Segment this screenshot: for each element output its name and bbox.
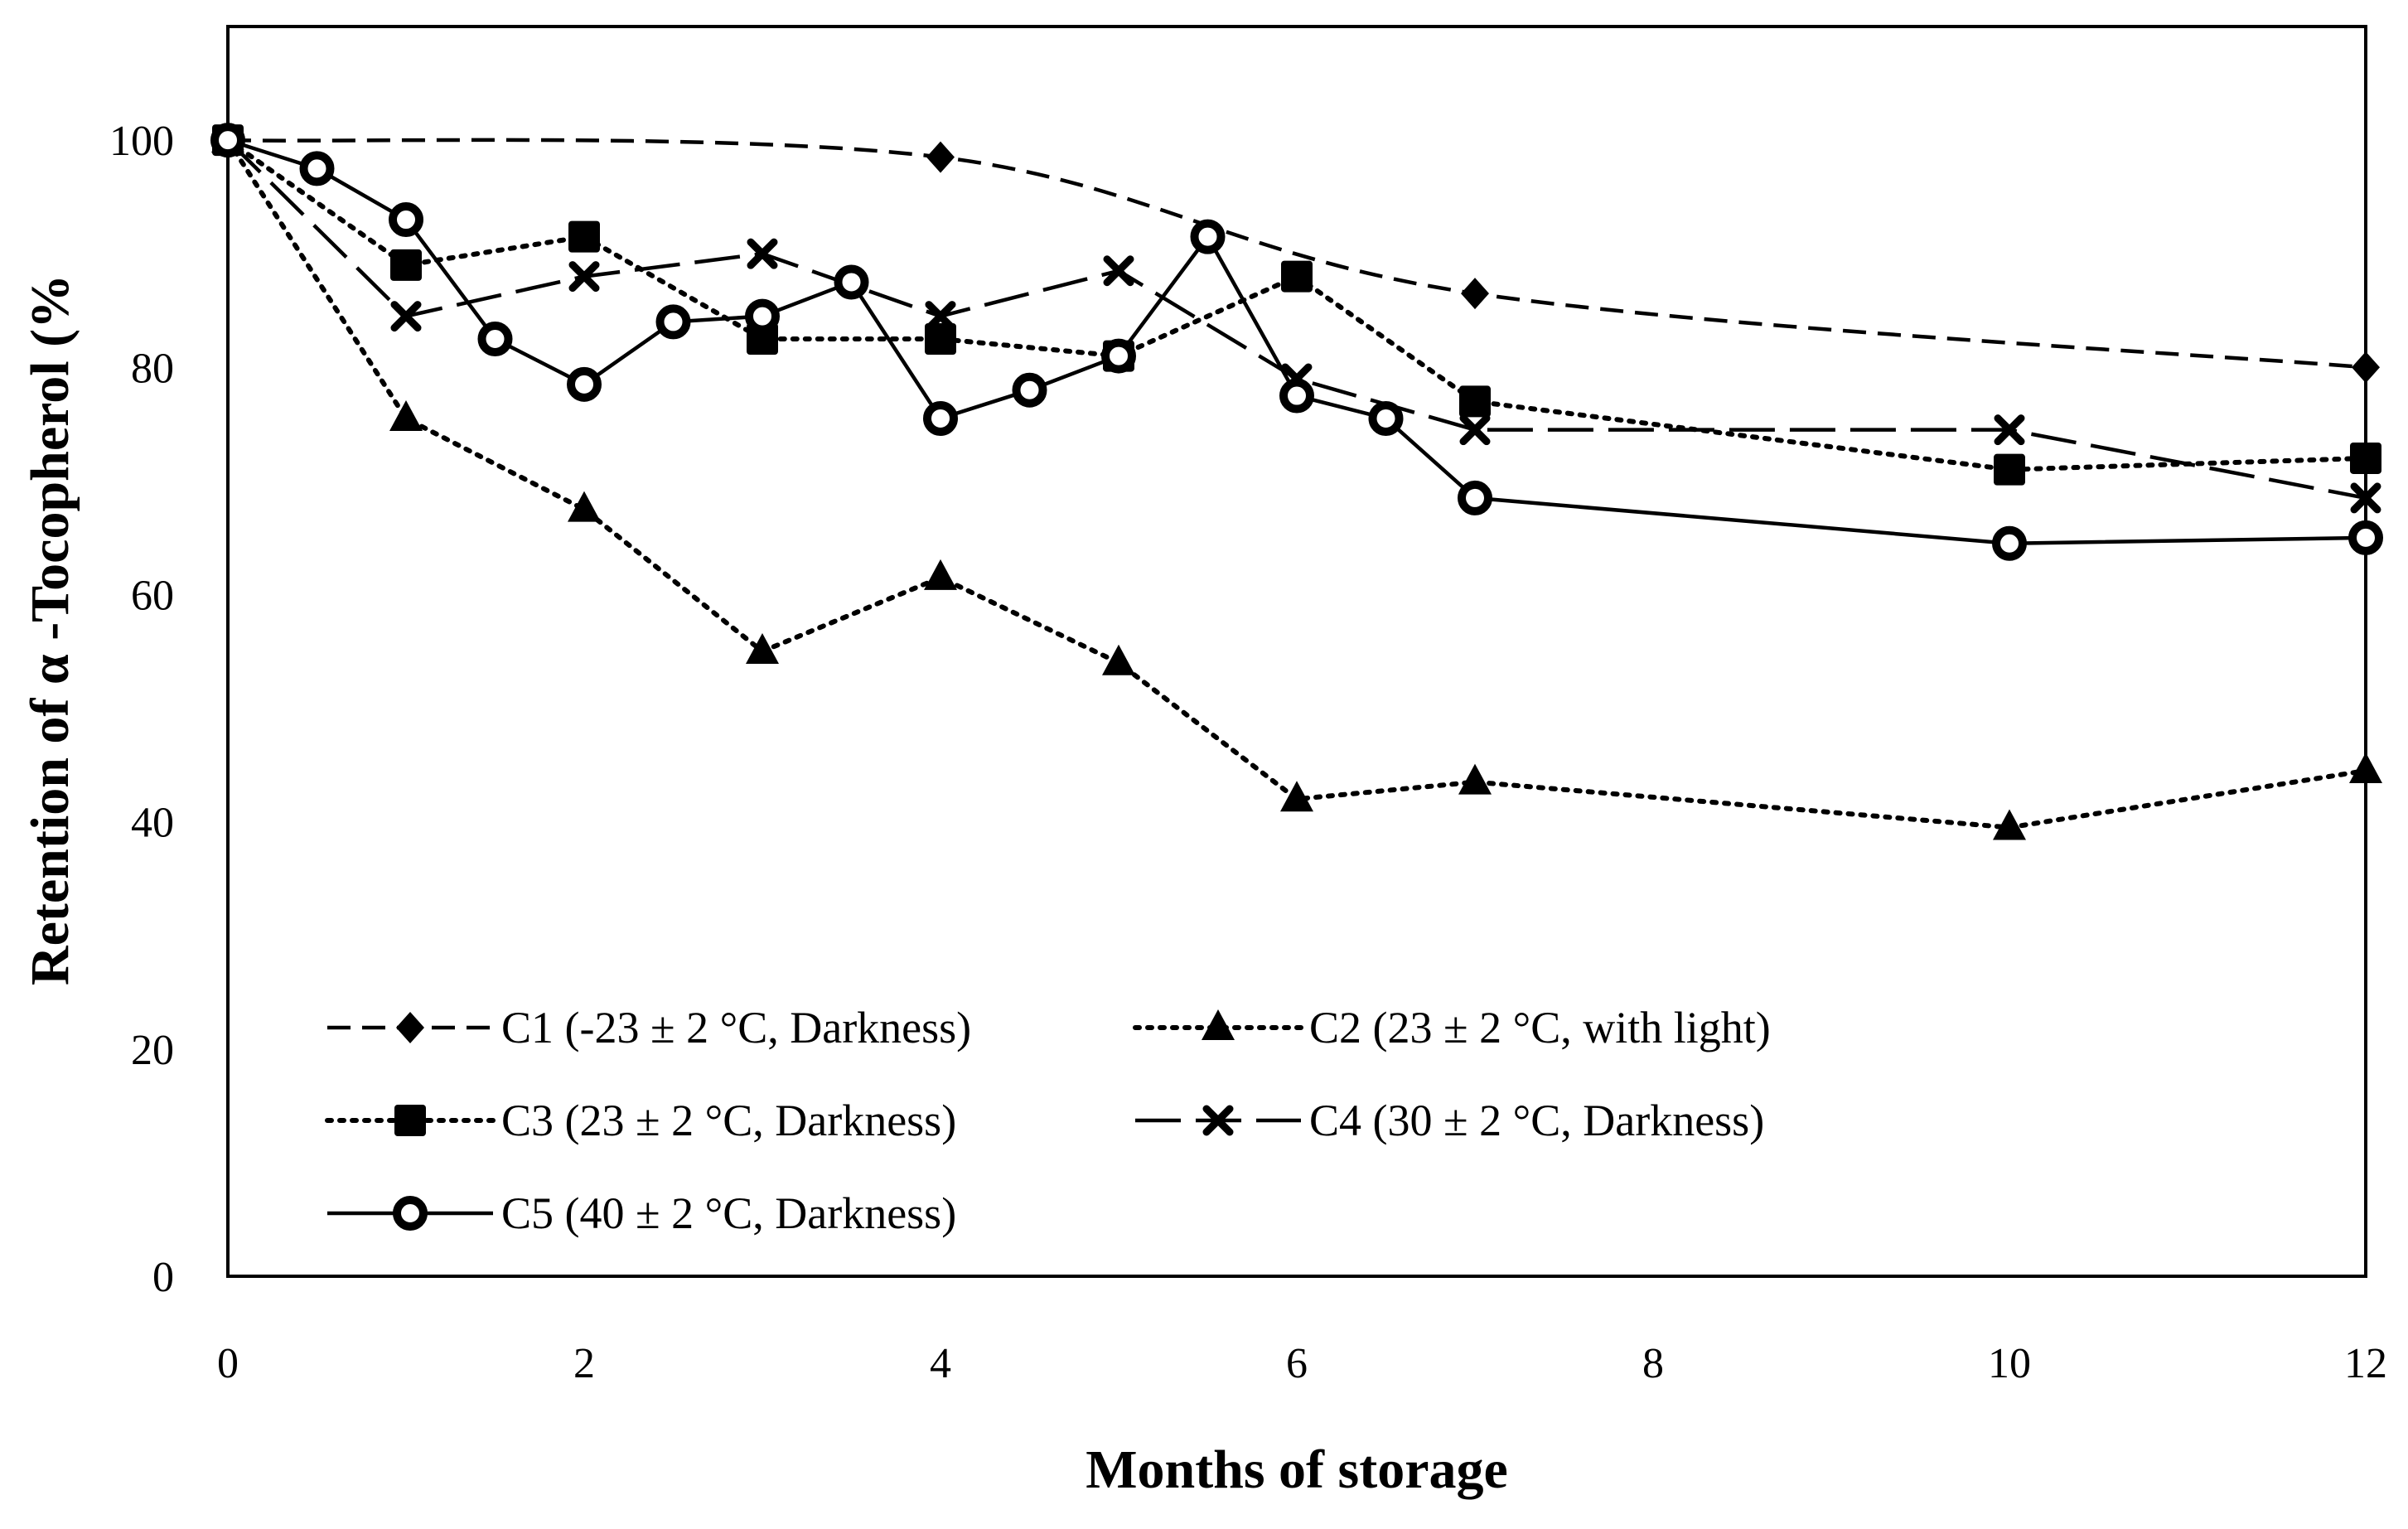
series-markers [210, 122, 2383, 840]
legend-item-1: C1 (-23 ± 2 °C, Darkness) [327, 1003, 971, 1052]
data-point-series-2 [1993, 809, 2026, 840]
y-tick-label: 60 [131, 572, 174, 619]
data-point-series-2 [746, 633, 779, 664]
legend-label: C2 (23 ± 2 °C, with light) [1309, 1003, 1771, 1052]
data-point-series-1 [926, 141, 955, 173]
data-point-series-5 [655, 304, 691, 340]
data-point-series-4 [2350, 482, 2381, 514]
data-point-series-5 [1101, 338, 1136, 374]
series-line-3 [225, 138, 2368, 472]
legend-label: C3 (23 ± 2 °C, Darkness) [501, 1096, 956, 1145]
data-point-series-3 [1459, 385, 1491, 418]
data-point-series-2 [389, 399, 423, 431]
data-point-series-1 [2352, 351, 2380, 384]
legend-item-2: C2 (23 ± 2 °C, with light) [1133, 1003, 1771, 1052]
x-axis-title: Months of storage [1086, 1439, 1508, 1500]
series-line-5 [227, 138, 2367, 546]
data-point-series-5 [567, 366, 602, 402]
x-tick-label: 10 [1988, 1340, 2031, 1387]
data-point-series-4 [925, 301, 956, 332]
data-point-series-3 [1281, 260, 1313, 293]
data-point-series-5 [1190, 219, 1226, 254]
data-point-series-2 [1280, 781, 1313, 812]
legend-marker [393, 1196, 428, 1231]
data-point-series-2 [1458, 763, 1492, 795]
x-tick-label: 6 [1286, 1340, 1308, 1387]
series-lines [225, 138, 2368, 830]
legend-label: C5 (40 ± 2 °C, Darkness) [501, 1188, 956, 1238]
legend-label: C4 (30 ± 2 °C, Darkness) [1309, 1096, 1764, 1145]
data-point-series-5 [389, 202, 423, 238]
data-point-series-5 [923, 400, 958, 436]
y-axis-ticks: 0 20 40 60 80 100 [109, 118, 174, 1301]
x-tick-label: 2 [573, 1340, 595, 1387]
data-point-series-5 [1279, 378, 1314, 414]
data-point-series-4 [568, 261, 600, 293]
data-point-series-5 [299, 151, 335, 186]
legend-label: C1 (-23 ± 2 °C, Darkness) [501, 1003, 971, 1052]
series-line-4 [226, 138, 2367, 501]
data-point-series-5 [477, 322, 513, 356]
y-tick-label: 80 [131, 345, 174, 392]
y-tick-label: 40 [131, 800, 174, 847]
y-tick-label: 20 [131, 1027, 174, 1074]
data-point-series-5 [210, 123, 245, 158]
data-point-series-4 [1994, 414, 2025, 446]
legend: C1 (-23 ± 2 °C, Darkness) C2 (23 ± 2 °C, … [325, 1003, 1771, 1238]
plot-area-frame [226, 25, 2367, 1278]
x-tick-label: 8 [1642, 1340, 1664, 1387]
legend-item-3: C3 (23 ± 2 °C, Darkness) [325, 1096, 956, 1145]
data-point-series-4 [747, 238, 778, 269]
data-point-series-2 [924, 559, 957, 590]
data-point-series-5 [745, 298, 780, 334]
series-line-2 [225, 138, 2368, 830]
data-point-series-5 [1368, 400, 1404, 436]
data-point-series-2 [568, 491, 601, 522]
data-point-series-3 [2350, 442, 2381, 474]
legend-item-4: C4 (30 ± 2 °C, Darkness) [1135, 1096, 1764, 1145]
data-point-series-2 [1102, 644, 1135, 675]
data-point-series-5 [834, 264, 869, 300]
data-point-series-2 [2349, 752, 2382, 783]
legend-marker [1202, 1105, 1234, 1136]
data-point-series-4 [1103, 255, 1134, 287]
x-tick-label: 4 [930, 1340, 951, 1387]
legend-marker [394, 1105, 426, 1136]
data-point-series-4 [390, 301, 422, 332]
legend-marker [396, 1012, 424, 1043]
data-point-series-3 [390, 249, 422, 281]
data-point-series-4 [1459, 414, 1491, 446]
y-tick-label: 100 [109, 118, 174, 165]
data-point-series-3 [568, 220, 600, 253]
x-tick-label: 0 [217, 1340, 239, 1387]
series-line-1 [227, 138, 2367, 370]
y-axis-title: Retention of α -Tocopherol (% [20, 274, 80, 985]
legend-marker [1202, 1009, 1235, 1040]
data-point-series-5 [1458, 480, 1492, 515]
data-point-series-3 [925, 323, 956, 355]
data-point-series-3 [1994, 453, 2025, 486]
y-tick-label: 0 [152, 1254, 174, 1301]
data-point-series-5 [1992, 525, 2027, 561]
data-point-series-1 [1461, 278, 1489, 310]
legend-item-5: C5 (40 ± 2 °C, Darkness) [327, 1188, 956, 1238]
x-axis-ticks: 0 2 4 6 8 10 12 [217, 1340, 2387, 1387]
data-point-series-5 [2348, 520, 2383, 555]
data-point-series-5 [1012, 372, 1047, 408]
x-tick-label: 12 [2344, 1340, 2387, 1387]
